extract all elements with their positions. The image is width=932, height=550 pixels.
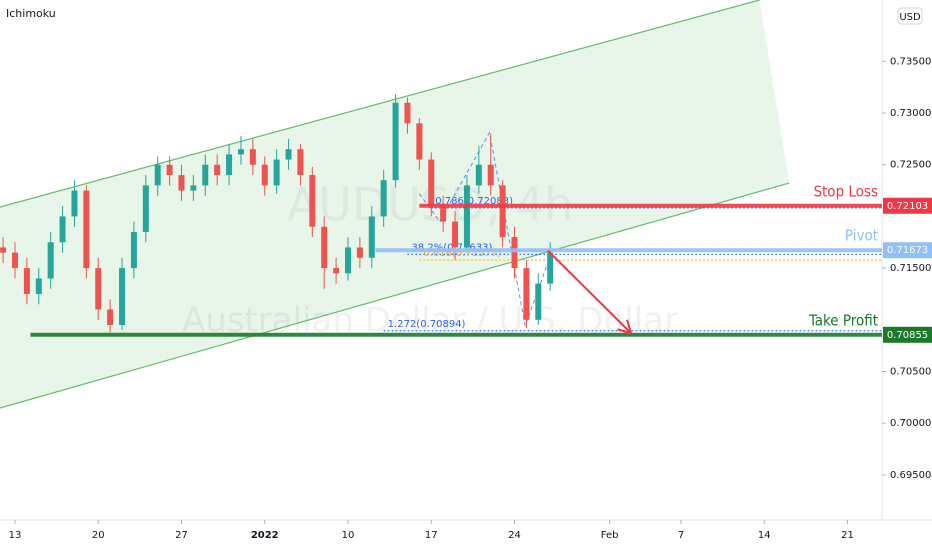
candle-body <box>321 226 328 269</box>
y-tick-label: 0.71500 <box>890 263 931 274</box>
candle-body <box>392 102 399 181</box>
channel-line <box>0 0 760 208</box>
currency-label: USD <box>899 12 921 23</box>
candle-body <box>202 164 209 186</box>
y-tick-label: 0.70000 <box>890 418 931 429</box>
candle-body <box>142 185 149 232</box>
currency-badge[interactable] <box>897 7 923 25</box>
candle-body <box>71 190 78 217</box>
candle-body <box>523 268 530 320</box>
x-tick-label: 2022 <box>251 530 279 541</box>
price-badge-label: 0.71673 <box>887 245 928 256</box>
y-tick-label: 0.69500 <box>890 470 931 481</box>
candle-body <box>178 175 185 191</box>
candle-body <box>23 268 30 294</box>
arrow-head <box>617 319 633 335</box>
indicator-label: Ichimoku <box>6 7 56 20</box>
fib-label: 38.2%(0.71633) <box>411 242 492 253</box>
candle-body <box>273 159 280 186</box>
candle-body <box>237 149 244 155</box>
candle-body <box>368 216 375 258</box>
candle-body <box>535 283 542 320</box>
candle-body <box>249 149 256 165</box>
x-tick-label: 13 <box>9 530 22 541</box>
candle-body <box>356 247 363 258</box>
x-tick-label: 21 <box>841 530 854 541</box>
candle-body <box>416 123 423 160</box>
candle-body <box>130 231 137 269</box>
candle-body <box>83 190 90 269</box>
fib-label: 1.272(0.70894) <box>388 319 466 330</box>
price-badge <box>883 242 932 259</box>
price-badge <box>883 326 932 343</box>
x-tick-label: Feb <box>601 530 619 541</box>
y-tick-label: 0.72500 <box>890 160 931 171</box>
candle-body <box>119 268 126 325</box>
candle-body <box>380 180 387 217</box>
candle-body <box>511 237 518 269</box>
candle-body <box>11 252 18 269</box>
candle-body <box>285 149 292 160</box>
x-tick-label: 14 <box>758 530 771 541</box>
candle-body <box>428 159 435 207</box>
y-tick-label: 0.73000 <box>890 108 931 119</box>
candle-body <box>35 278 42 294</box>
candle-body <box>190 185 197 191</box>
candle-body <box>475 164 482 186</box>
harmonic-pattern <box>418 131 554 328</box>
price-badge <box>883 197 932 214</box>
candle-body <box>333 268 340 274</box>
candle-body <box>107 309 114 325</box>
candle-body <box>309 175 316 227</box>
level-name: Take Profit <box>808 311 878 329</box>
candle-body <box>499 185 506 238</box>
x-tick-label: 17 <box>425 530 438 541</box>
price-badge-label: 0.70855 <box>887 330 928 341</box>
forecast-arrow <box>547 249 632 334</box>
candle-body <box>154 164 161 186</box>
candle-body <box>166 164 173 176</box>
y-tick-label: 0.70500 <box>890 367 931 378</box>
channel-fill <box>0 0 790 409</box>
y-tick-label: 0.73500 <box>890 56 931 67</box>
candle-body <box>487 164 494 186</box>
candle-body <box>0 247 7 253</box>
candle-body <box>452 221 459 248</box>
level-name: Stop Loss <box>813 182 878 200</box>
candle-body <box>463 185 470 248</box>
candle-body <box>547 252 554 284</box>
fib-label: 0.786(0.72083) <box>435 196 513 207</box>
x-tick-label: 7 <box>678 530 684 541</box>
fib-label: 0.618(0.71577) <box>423 248 501 259</box>
candle-body <box>261 164 268 186</box>
candle-body <box>440 206 447 222</box>
x-tick-label: 24 <box>508 530 521 541</box>
candle-body <box>95 268 102 310</box>
level-name: Pivot <box>845 227 878 245</box>
candle-body <box>226 154 233 176</box>
candle-body <box>47 242 54 279</box>
candle-body <box>344 247 351 274</box>
x-tick-label: 20 <box>92 530 105 541</box>
candle-body <box>404 102 411 124</box>
channel-line <box>0 182 790 409</box>
x-tick-label: 10 <box>342 530 355 541</box>
candle-body <box>297 149 304 176</box>
candle-body <box>59 216 66 243</box>
x-tick-label: 27 <box>175 530 188 541</box>
price-badge-label: 0.72103 <box>887 201 928 212</box>
candle-body <box>214 164 221 176</box>
